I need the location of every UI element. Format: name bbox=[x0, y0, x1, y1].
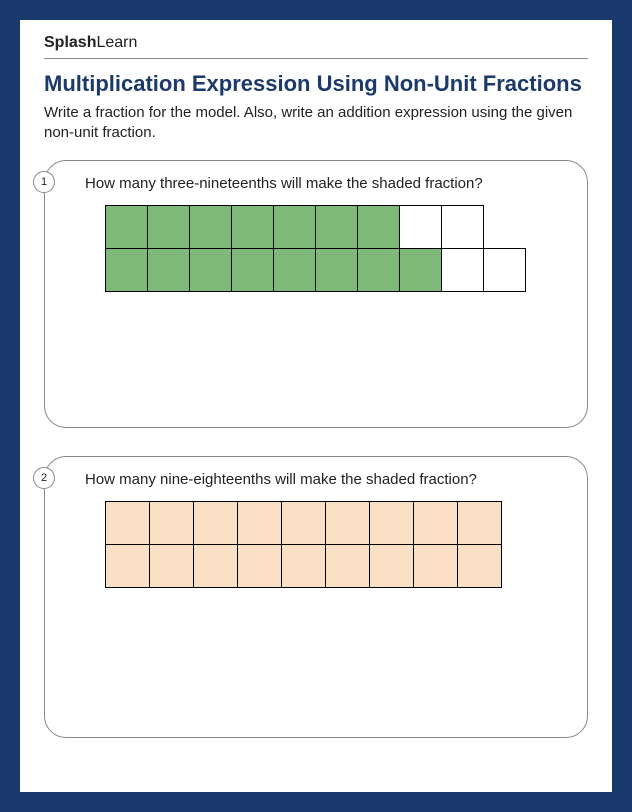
grid-cell bbox=[237, 544, 282, 588]
logo-light: Learn bbox=[96, 34, 137, 51]
grid-cell bbox=[237, 501, 282, 545]
logo-bold: Splash bbox=[44, 34, 96, 51]
grid-cell bbox=[105, 248, 148, 292]
grid-cell bbox=[273, 248, 316, 292]
page-title: Multiplication Expression Using Non-Unit… bbox=[44, 71, 588, 97]
instructions: Write a fraction for the model. Also, wr… bbox=[44, 103, 588, 144]
grid-cell bbox=[357, 205, 400, 249]
grid-row bbox=[105, 502, 501, 545]
grid-cell bbox=[149, 501, 194, 545]
divider bbox=[44, 58, 588, 59]
grid-cell bbox=[325, 544, 370, 588]
grid-cell bbox=[149, 544, 194, 588]
question-card: 2How many nine-eighteenths will make the… bbox=[44, 456, 588, 738]
grid-cell bbox=[399, 205, 442, 249]
grid-cell bbox=[105, 544, 150, 588]
fraction-model bbox=[105, 502, 569, 588]
question-number: 1 bbox=[33, 171, 55, 193]
grid-cell bbox=[441, 205, 484, 249]
grid-cell bbox=[105, 501, 150, 545]
grid-row bbox=[105, 545, 501, 588]
grid-cell bbox=[105, 205, 148, 249]
grid-cell bbox=[147, 205, 190, 249]
grid-cell bbox=[357, 248, 400, 292]
grid-row bbox=[105, 206, 483, 249]
worksheet-page: SplashLearn Multiplication Expression Us… bbox=[20, 20, 612, 792]
grid-cell bbox=[399, 248, 442, 292]
question-text: How many nine-eighteenths will make the … bbox=[85, 471, 569, 488]
question-text: How many three-nineteenths will make the… bbox=[85, 175, 569, 192]
grid-cell bbox=[193, 501, 238, 545]
grid-cell bbox=[483, 248, 526, 292]
questions-container: 1How many three-nineteenths will make th… bbox=[44, 160, 588, 738]
grid-cell bbox=[325, 501, 370, 545]
grid-cell bbox=[281, 501, 326, 545]
grid-cell bbox=[189, 205, 232, 249]
grid-cell bbox=[457, 501, 502, 545]
grid-cell bbox=[441, 248, 484, 292]
fraction-model bbox=[105, 206, 569, 292]
grid-cell bbox=[147, 248, 190, 292]
question-card: 1How many three-nineteenths will make th… bbox=[44, 160, 588, 428]
grid-cell bbox=[193, 544, 238, 588]
logo: SplashLearn bbox=[44, 34, 588, 52]
grid-cell bbox=[369, 544, 414, 588]
grid-cell bbox=[457, 544, 502, 588]
question-number: 2 bbox=[33, 467, 55, 489]
grid-cell bbox=[315, 205, 358, 249]
grid-cell bbox=[231, 205, 274, 249]
grid-cell bbox=[315, 248, 358, 292]
grid-cell bbox=[273, 205, 316, 249]
grid-cell bbox=[413, 501, 458, 545]
grid-cell bbox=[189, 248, 232, 292]
grid-cell bbox=[281, 544, 326, 588]
grid-cell bbox=[369, 501, 414, 545]
grid-row bbox=[105, 249, 525, 292]
grid-cell bbox=[413, 544, 458, 588]
grid-cell bbox=[231, 248, 274, 292]
